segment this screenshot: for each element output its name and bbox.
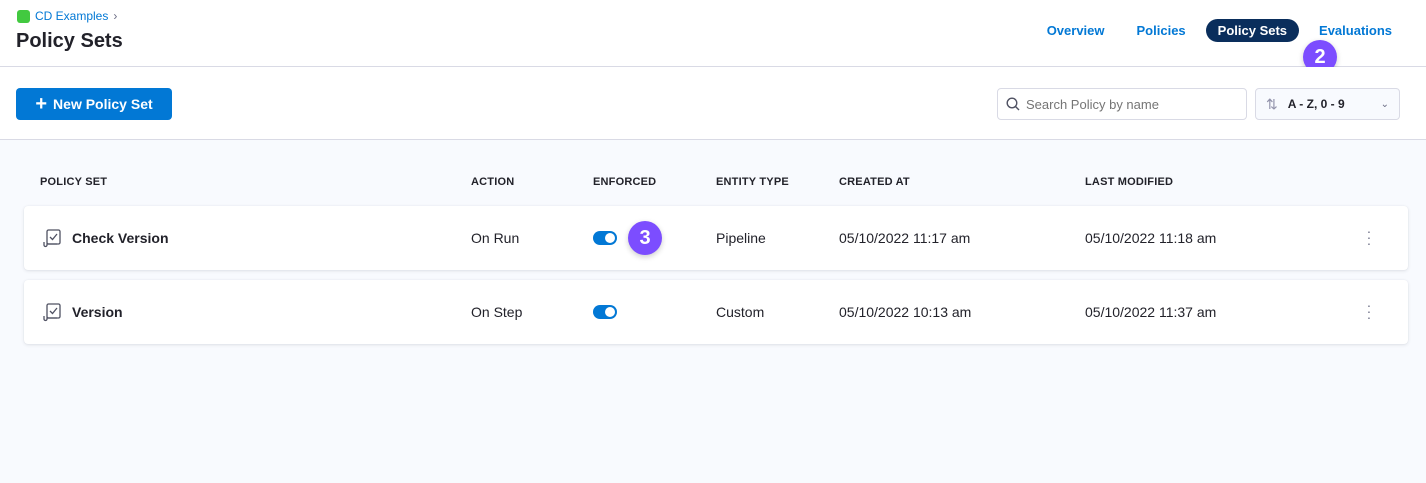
tabs: Overview Policies Policy Sets Evaluation… xyxy=(1027,19,1404,42)
column-header-last-modified: LAST MODIFIED xyxy=(1085,176,1174,188)
action: On Run xyxy=(471,230,520,246)
sort-icon: ⇅ xyxy=(1266,95,1278,112)
search-icon xyxy=(1006,97,1020,111)
more-options-icon[interactable]: · · · xyxy=(1366,297,1372,325)
policy-set-icon xyxy=(43,229,61,248)
toolbar: + New Policy Set ⇅ A - Z, 0 - 9 ⌄ xyxy=(0,67,1426,140)
tab-overview[interactable]: Overview xyxy=(1046,23,1105,38)
column-header-enforced: ENFORCED xyxy=(593,176,657,188)
created-at: 05/10/2022 11:17 am xyxy=(839,230,971,246)
action: On Step xyxy=(471,304,523,320)
breadcrumb[interactable]: CD Examples › xyxy=(17,9,117,23)
page-title: Policy Sets xyxy=(16,30,123,52)
created-at: 05/10/2022 10:13 am xyxy=(839,304,972,320)
policy-set-name-text: Check Version xyxy=(72,230,169,246)
table-row[interactable]: Check Version On Run Pipeline 05/10/2022… xyxy=(24,206,1408,270)
last-modified: 05/10/2022 11:18 am xyxy=(1085,230,1217,246)
column-header-action: ACTION xyxy=(471,176,515,188)
entity-type: Custom xyxy=(716,304,765,320)
sort-value: A - Z, 0 - 9 xyxy=(1287,97,1345,111)
column-header-entity-type: ENTITY TYPE xyxy=(716,176,789,188)
chevron-right-icon: › xyxy=(113,9,118,23)
project-logo-icon xyxy=(17,9,30,23)
policy-set-icon xyxy=(43,303,61,322)
new-policy-set-label: New Policy Set xyxy=(53,96,153,112)
table-row[interactable]: Version On Step Custom 05/10/2022 10:13 … xyxy=(24,280,1408,344)
last-modified: 05/10/2022 11:37 am xyxy=(1085,304,1217,320)
tab-policies[interactable]: Policies xyxy=(1136,23,1186,38)
plus-icon: + xyxy=(35,93,48,115)
enforced-toggle[interactable] xyxy=(593,305,617,319)
tab-policy-sets[interactable]: Policy Sets xyxy=(1205,19,1300,42)
policy-set-name: Check Version xyxy=(42,228,169,248)
breadcrumb-project[interactable]: CD Examples xyxy=(35,9,109,23)
search-box[interactable] xyxy=(997,88,1247,120)
entity-type: Pipeline xyxy=(716,230,766,246)
policy-set-name-text: Version xyxy=(72,304,123,320)
step-badge: 3 xyxy=(628,221,662,255)
search-input[interactable] xyxy=(1026,96,1226,112)
new-policy-set-button[interactable]: + New Policy Set xyxy=(16,88,172,120)
page-header: CD Examples › Policy Sets Overview Polic… xyxy=(0,0,1426,67)
tab-evaluations[interactable]: Evaluations xyxy=(1319,23,1392,38)
enforced-toggle[interactable] xyxy=(593,231,617,245)
chevron-down-icon: ⌄ xyxy=(1380,98,1389,110)
sort-dropdown[interactable]: ⇅ A - Z, 0 - 9 ⌄ xyxy=(1255,88,1400,120)
more-options-icon[interactable]: · · · xyxy=(1366,223,1372,251)
policy-set-name: Version xyxy=(42,302,123,322)
column-header-created-at: CREATED AT xyxy=(839,176,910,188)
column-header-policy-set: POLICY SET xyxy=(40,176,108,188)
